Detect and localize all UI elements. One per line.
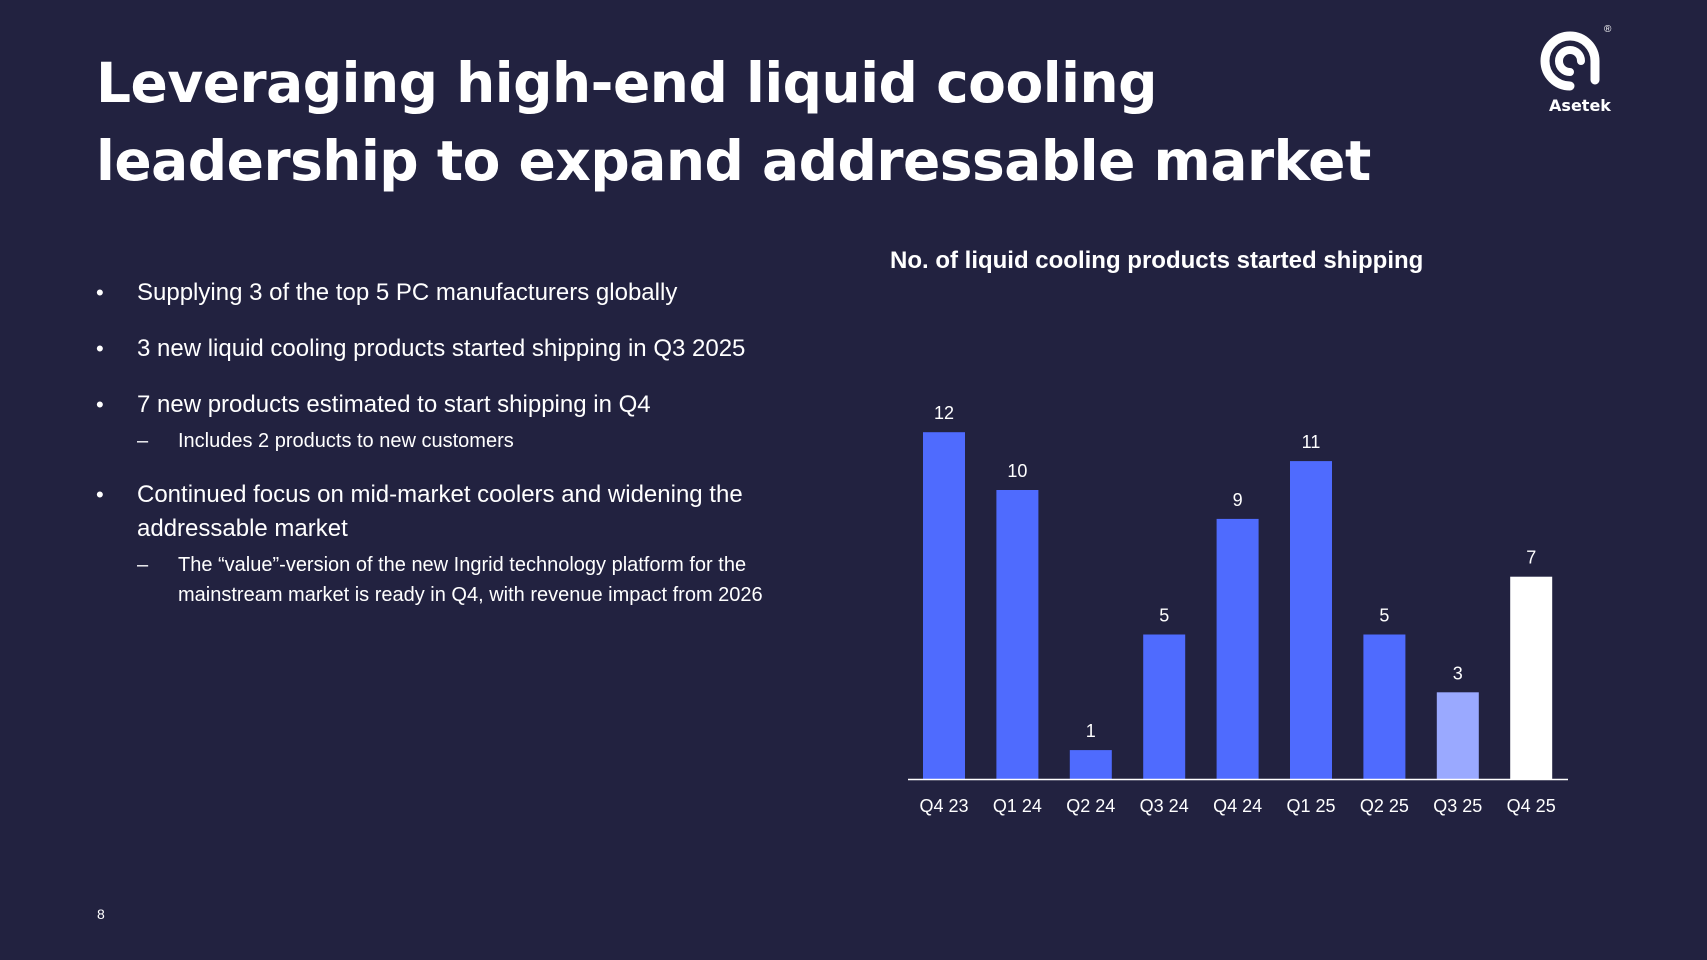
bar-q4-24	[1216, 518, 1259, 779]
bar-q1-24	[996, 490, 1039, 779]
bar-q3-24	[1143, 634, 1186, 779]
bar-q2-24	[1069, 750, 1112, 779]
bar-q3-25	[1436, 692, 1479, 779]
bar-q4-25	[1510, 576, 1553, 779]
bar-q4-23	[923, 432, 965, 779]
data-label: 11	[1302, 432, 1321, 452]
bullet-text: Continued focus on mid-market coolers an…	[137, 481, 743, 542]
asetek-logo-icon	[1540, 31, 1600, 91]
data-label: 9	[1233, 490, 1243, 510]
x-tick-label: Q3 25	[1433, 796, 1482, 816]
x-tick-label: Q1 24	[993, 796, 1042, 816]
bullet-item: 3 new liquid cooling products started sh…	[96, 332, 836, 366]
bullet-text: Supplying 3 of the top 5 PC manufacturer…	[137, 279, 678, 306]
data-label: 5	[1379, 606, 1389, 626]
data-label: 12	[934, 403, 954, 423]
slide-title: Leveraging high-end liquid cooling leade…	[96, 51, 1371, 193]
page-number: 8	[97, 906, 105, 922]
sub-bullet: The “value”-version of the new Ingrid te…	[137, 550, 836, 610]
data-label: 7	[1526, 548, 1536, 568]
data-label: 3	[1453, 663, 1463, 683]
x-tick-label: Q3 24	[1140, 796, 1189, 816]
bullet-text: 3 new liquid cooling products started sh…	[137, 335, 746, 362]
bullet-item: 7 new products estimated to start shippi…	[96, 388, 836, 456]
x-tick-label: Q4 24	[1213, 796, 1262, 816]
x-tick-label: Q4 23	[919, 796, 968, 816]
x-tick-label: Q4 25	[1507, 796, 1556, 816]
bullet-text: 7 new products estimated to start shippi…	[137, 391, 651, 418]
x-tick-label: Q2 24	[1066, 796, 1115, 816]
data-label: 1	[1086, 721, 1096, 741]
sub-bullet: Includes 2 products to new customers	[137, 426, 836, 456]
data-label: 5	[1159, 606, 1169, 626]
registered-mark: ®	[1604, 24, 1612, 35]
bar-q2-25	[1363, 634, 1406, 779]
bar-q1-25	[1290, 461, 1332, 779]
bullet-item: Continued focus on mid-market coolers an…	[96, 478, 836, 610]
asetek-logo: ® Asetek	[1540, 24, 1620, 118]
x-tick-label: Q2 25	[1360, 796, 1409, 816]
data-label: 10	[1007, 461, 1027, 481]
x-tick-label: Q1 25	[1286, 796, 1335, 816]
logo-wordmark: Asetek	[1549, 96, 1611, 115]
bullet-item: Supplying 3 of the top 5 PC manufacturer…	[96, 276, 836, 310]
bar-chart: 12 Q4 23 10 Q1 24 1 Q2 24 5 Q3 24 9 Q4 24 11 Q1 25 5…	[908, 403, 1568, 816]
chart-title: No. of liquid cooling products started s…	[890, 247, 1424, 274]
bullet-list: Supplying 3 of the top 5 PC manufacturer…	[96, 276, 836, 632]
